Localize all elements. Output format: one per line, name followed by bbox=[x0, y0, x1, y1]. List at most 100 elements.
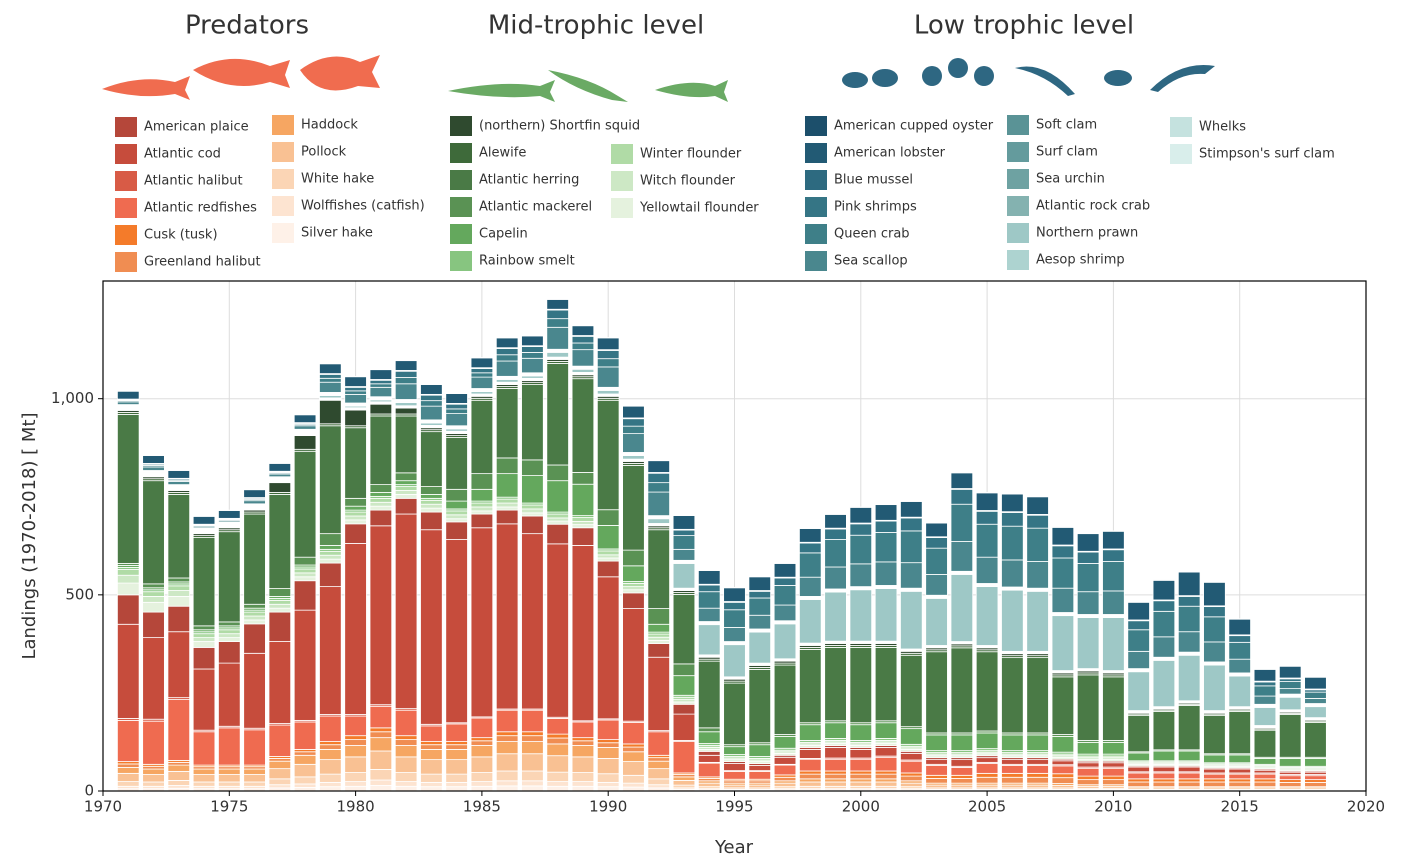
bar-segment bbox=[521, 335, 544, 347]
bar-segment bbox=[975, 784, 999, 789]
bar-segment bbox=[344, 390, 367, 395]
bar-segment bbox=[1076, 775, 1100, 781]
bar-segment bbox=[849, 647, 873, 724]
bar-segment bbox=[1278, 678, 1302, 682]
bar-segment bbox=[1076, 767, 1100, 777]
bar-segment bbox=[874, 722, 898, 739]
bar-segment bbox=[319, 399, 342, 425]
bar-segment bbox=[470, 745, 494, 758]
bar-segment bbox=[495, 360, 519, 377]
bar-segment bbox=[571, 545, 595, 722]
bar-segment bbox=[824, 539, 847, 568]
bar-segment bbox=[773, 604, 797, 622]
legend-swatch bbox=[611, 198, 633, 218]
bar-segment bbox=[622, 586, 645, 591]
legend-swatch bbox=[272, 142, 294, 162]
bar-segment bbox=[167, 494, 191, 579]
bar-segment bbox=[495, 457, 519, 475]
bar-segment bbox=[1304, 775, 1327, 781]
bar-segment bbox=[1001, 512, 1024, 527]
bar-segment bbox=[1278, 779, 1302, 783]
x-tick-label: 1975 bbox=[210, 798, 248, 816]
bar-segment bbox=[622, 721, 645, 745]
legend-swatch bbox=[1007, 196, 1029, 216]
bar-segment bbox=[799, 552, 822, 578]
legend-swatch bbox=[805, 224, 827, 244]
bar-segment bbox=[647, 760, 670, 770]
bar-segment bbox=[319, 562, 342, 588]
bar-segment bbox=[596, 758, 620, 775]
bar-segment bbox=[824, 722, 847, 739]
bar-segment bbox=[672, 776, 696, 781]
bar-segment bbox=[925, 522, 948, 538]
legend-label: Sea scallop bbox=[834, 254, 908, 269]
bar-segment bbox=[925, 597, 948, 646]
legend-label: Capelin bbox=[479, 227, 528, 242]
bar-segment bbox=[1026, 657, 1049, 734]
bar-segment bbox=[319, 744, 342, 750]
legend-label: Whelks bbox=[1199, 120, 1246, 135]
bar-segment bbox=[1203, 754, 1226, 764]
bar-segment bbox=[1102, 561, 1125, 592]
bar-segment bbox=[420, 744, 443, 750]
y-tick-label: 500 bbox=[65, 585, 94, 603]
bar-segment bbox=[1228, 635, 1251, 643]
bar-segment bbox=[243, 729, 266, 766]
bar-segment bbox=[849, 523, 873, 536]
bar-segment bbox=[344, 505, 367, 511]
bar-segment bbox=[975, 492, 999, 511]
legend-label: Greenland halibut bbox=[144, 255, 261, 270]
bar-segment bbox=[470, 737, 494, 742]
bar-segment bbox=[243, 619, 266, 625]
bar-segment bbox=[596, 399, 620, 511]
bar-segment bbox=[1076, 551, 1100, 564]
bar-segment bbox=[470, 368, 494, 374]
bar-segment bbox=[571, 756, 595, 773]
bar-segment bbox=[167, 631, 191, 699]
bar-segment bbox=[1228, 754, 1251, 764]
bar-segment bbox=[1152, 766, 1176, 773]
bar-segment bbox=[192, 768, 216, 775]
bar-segment bbox=[900, 782, 923, 788]
bar-segment bbox=[319, 373, 342, 379]
bar-segment bbox=[369, 750, 393, 770]
bar-segment bbox=[900, 590, 923, 650]
bar-segment bbox=[243, 513, 266, 605]
bar-segment bbox=[142, 720, 165, 765]
bar-segment bbox=[1177, 772, 1201, 780]
bar-segment bbox=[1203, 581, 1226, 607]
bar-segment bbox=[1051, 773, 1075, 779]
legend-label: (northern) Shortfin squid bbox=[479, 119, 640, 134]
bar-segment bbox=[1076, 779, 1100, 786]
bar-segment bbox=[950, 541, 974, 572]
bar-segment bbox=[192, 647, 216, 670]
bar-segment bbox=[116, 413, 140, 564]
bar-segment bbox=[1026, 527, 1049, 562]
bar-segment bbox=[799, 781, 822, 787]
bar-segment bbox=[849, 724, 873, 741]
bar-segment bbox=[470, 376, 494, 389]
bar-segment bbox=[1127, 778, 1150, 783]
bar-segment bbox=[1228, 773, 1251, 780]
bar-segment bbox=[1253, 685, 1277, 697]
bar-segment bbox=[1051, 615, 1075, 671]
bar-segment bbox=[420, 773, 443, 783]
bar-segment bbox=[1001, 589, 1024, 652]
bar-segment bbox=[1127, 772, 1150, 780]
bar-segment bbox=[344, 393, 367, 404]
bar-segment bbox=[369, 727, 393, 733]
bar-segment bbox=[445, 773, 468, 783]
bar-segment bbox=[925, 765, 948, 776]
bar-segment bbox=[1127, 671, 1150, 711]
bar-segment bbox=[672, 741, 696, 774]
bar-segment bbox=[723, 682, 746, 746]
bar-segment bbox=[950, 767, 974, 776]
bar-segment bbox=[799, 770, 822, 775]
bar-segment bbox=[546, 781, 569, 787]
bar-segment bbox=[723, 587, 746, 602]
legend-swatch bbox=[272, 115, 294, 135]
bar-segment bbox=[546, 718, 569, 735]
x-tick-label: 1995 bbox=[715, 798, 753, 816]
bar-segment bbox=[546, 326, 569, 350]
bar-segment bbox=[420, 400, 443, 407]
